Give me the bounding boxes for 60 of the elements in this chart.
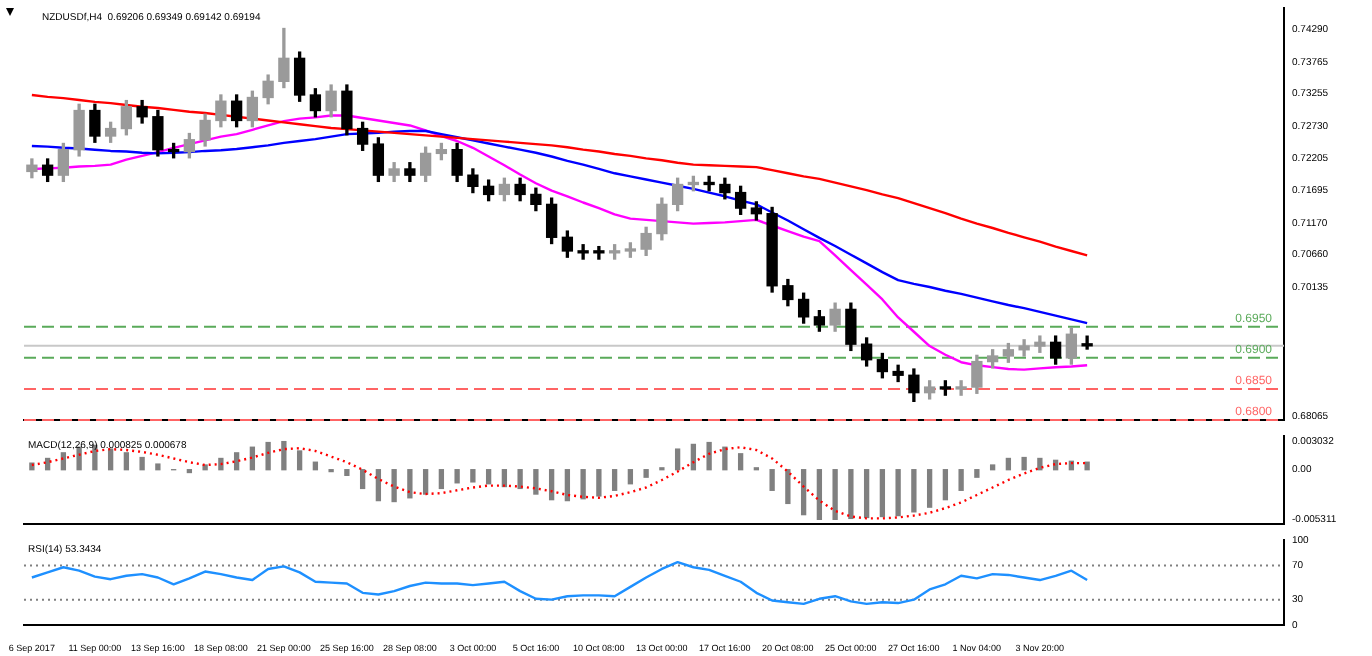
bar: [438, 469, 445, 490]
bar: [863, 469, 870, 519]
line-series: [30, 446, 1089, 520]
bar: [344, 469, 350, 476]
bar: [800, 469, 807, 516]
candlestick: [1034, 335, 1046, 353]
bar: [375, 469, 382, 502]
bar: [706, 441, 712, 471]
bar: [958, 469, 964, 491]
candlestick: [955, 380, 967, 396]
candlestick: [593, 245, 605, 260]
candlestick: [1018, 339, 1030, 357]
bar: [722, 446, 728, 471]
bar: [233, 452, 240, 471]
bar: [359, 469, 366, 490]
bar: [989, 464, 996, 471]
bar: [123, 452, 130, 471]
bar: [1021, 456, 1027, 471]
bar: [155, 463, 161, 471]
bar: [485, 469, 492, 485]
bar: [296, 450, 303, 471]
bar: [76, 446, 82, 471]
bar: [1084, 461, 1090, 471]
candlestick: [577, 244, 589, 260]
bar: [926, 469, 933, 508]
bar: [611, 469, 618, 491]
bar: [816, 469, 823, 520]
bar: [422, 469, 429, 495]
bar: [407, 469, 413, 499]
bar: [29, 462, 35, 471]
bar: [533, 469, 539, 495]
bar: [832, 469, 838, 520]
bar: [596, 469, 602, 497]
bar: [674, 448, 681, 471]
bar: [107, 448, 114, 471]
bar: [785, 469, 791, 505]
bar: [517, 469, 523, 490]
bar: [281, 440, 287, 471]
bar: [218, 457, 224, 471]
bar: [139, 456, 145, 471]
bar: [265, 441, 271, 471]
bar: [627, 469, 634, 485]
bar: [974, 469, 980, 478]
bar: [454, 469, 460, 484]
bar: [580, 469, 586, 500]
bar: [564, 469, 571, 502]
bar: [391, 469, 397, 503]
bar: [879, 469, 886, 518]
bar: [643, 469, 649, 478]
bar: [848, 469, 854, 520]
bar: [769, 469, 775, 491]
bar: [911, 469, 917, 513]
bar: [548, 469, 555, 501]
candlestick: [703, 175, 715, 192]
bar: [1005, 457, 1012, 471]
bar: [895, 469, 901, 517]
candlestick: [1081, 335, 1093, 350]
bar: [737, 453, 744, 471]
bar: [470, 469, 476, 483]
bar: [942, 469, 949, 501]
